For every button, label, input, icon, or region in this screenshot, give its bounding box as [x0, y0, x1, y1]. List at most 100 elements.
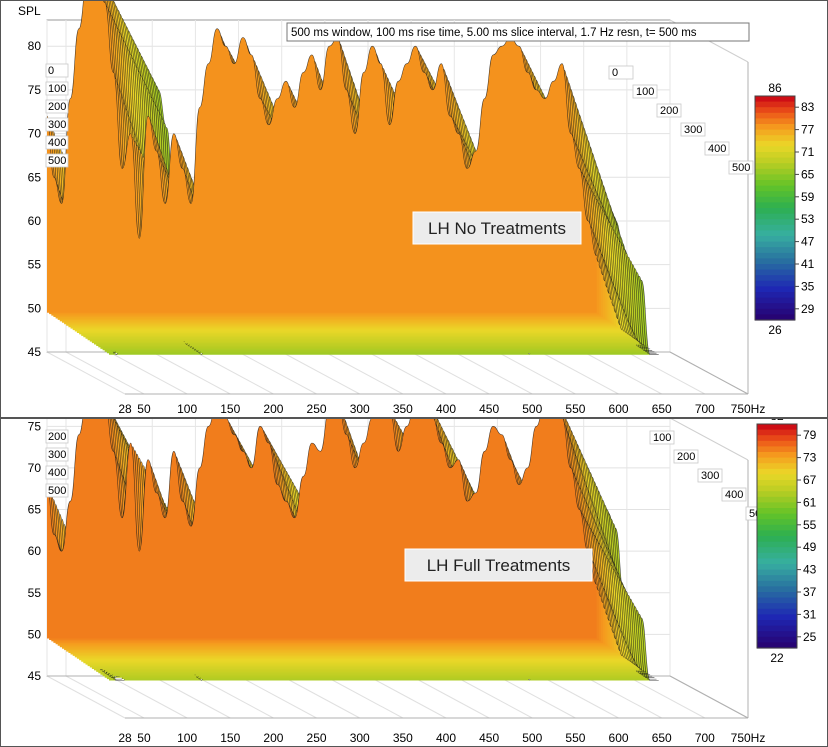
time-label-box: [45, 429, 69, 444]
colorbar-tick-label: 29: [801, 302, 815, 316]
y-tick-label: 45: [28, 345, 42, 359]
time-label-box: [608, 65, 634, 80]
annotation-box: LH Full Treatments: [404, 548, 593, 582]
x-tick-label: 600: [609, 731, 629, 745]
x-tick-label: 550: [565, 402, 585, 416]
colorbar-tick-label: 49: [803, 540, 817, 554]
colorbar-tick-label: 47: [801, 235, 815, 249]
time-label-box: [728, 160, 754, 175]
x-tick-label: 100: [177, 402, 197, 416]
annotation-box: LH No Treatments: [412, 211, 582, 245]
time-label-box: [45, 153, 69, 168]
colorbar-max-label: 86: [768, 81, 782, 95]
y-axis-label: SPL: [18, 4, 41, 18]
x-tick-label: 550: [565, 731, 585, 745]
time-label-left: 0: [48, 65, 54, 77]
x-tick-label: 350: [393, 731, 413, 745]
x-tick-label: 250: [307, 731, 327, 745]
time-label-box: [673, 449, 699, 464]
x-tick-label: 50: [137, 402, 151, 416]
waterfall-plot-top: 45 50 55 60 65 70 75 80 SPL 28 50 100 150 200 250 300 35…: [18, 0, 815, 416]
y-tick-label: 45: [28, 669, 42, 683]
y-tick-label: 75: [28, 83, 42, 97]
x-tick-label: 300: [350, 731, 370, 745]
x-axis: 28 50 100 150 200 250 300 350 400 450 500 550 600 650…: [118, 731, 765, 745]
x-tick-label: 300: [350, 402, 370, 416]
y-tick-label: 55: [28, 258, 42, 272]
time-label-left: 400: [48, 137, 66, 149]
time-label-right: 200: [660, 105, 678, 117]
time-label-left: 300: [48, 449, 66, 461]
time-label-right: 100: [653, 432, 671, 444]
time-label-box: [680, 122, 706, 137]
x-tick-label: 750Hz: [731, 402, 766, 416]
colorbar-tick-label: 77: [801, 123, 815, 137]
x-tick-label: 350: [393, 402, 413, 416]
waterfall-slice: [47, 418, 597, 639]
colorbar-tick-label: 41: [801, 257, 815, 271]
colorbar-tick-label: 61: [803, 495, 817, 509]
time-label-box: [45, 447, 69, 462]
colorbar-tick-label: 25: [803, 630, 817, 644]
y-tick-label: 55: [28, 586, 42, 600]
waterfall-chart-top: 45 50 55 60 65 70 75 80 SPL 28 50 100 150 200 250 300 35…: [0, 0, 828, 418]
x-tick-label: 600: [609, 402, 629, 416]
x-tick-label: 400: [436, 731, 456, 745]
waterfall-surface: [46, 418, 659, 681]
colorbar-tick-label: 83: [801, 100, 815, 114]
y-tick-label: 70: [28, 461, 42, 475]
waterfall-slice-contour: [46, 418, 597, 585]
colorbar-tick-label: 65: [801, 167, 815, 181]
waterfall-plot-bottom: 45 50 55 60 65 70 75 28 50 100 150 200 250 300 350 400 4…: [28, 418, 817, 745]
waterfall-slice-contour: [46, 0, 597, 257]
x-tick-label: 500: [522, 402, 542, 416]
x-tick-label: 150: [220, 402, 240, 416]
x-tick-label: 28: [118, 402, 132, 416]
x-tick-label: 650: [652, 731, 672, 745]
time-label-right: 300: [684, 124, 702, 136]
time-label-box: [45, 483, 69, 498]
colorbar-tick-label: 53: [801, 212, 815, 226]
info-text: 500 ms window, 100 ms rise time, 5.00 ms…: [291, 27, 697, 39]
colorbar-tick-label: 37: [803, 585, 817, 599]
colorbar-tick-label: 31: [803, 607, 817, 621]
time-label-left: 200: [48, 431, 66, 443]
time-label-left: 300: [48, 119, 66, 131]
x-tick-label: 650: [652, 402, 672, 416]
time-label-box: [45, 81, 69, 96]
time-label-left: 200: [48, 101, 66, 113]
x-tick-label: 50: [137, 731, 151, 745]
colorbar-tick-label: 35: [801, 279, 815, 293]
colorbar-min-label: 26: [768, 323, 782, 337]
x-tick-label: 100: [177, 731, 197, 745]
colorbar-tick-label: 59: [801, 190, 815, 204]
x-tick-label: 500: [522, 731, 542, 745]
colorbar-tick-label: 67: [803, 473, 817, 487]
time-label-right: 200: [677, 451, 695, 463]
x-axis: 28 50 100 150 200 250 300 350 400 450 500 550 600 650…: [118, 402, 765, 416]
y-axis: 45 50 55 60 65 70 75: [28, 419, 42, 683]
colorbar-tick-label: 79: [803, 428, 817, 442]
x-tick-label: 200: [263, 402, 283, 416]
y-tick-label: 80: [28, 39, 42, 53]
time-label-box: [656, 103, 682, 118]
time-label-box: [721, 487, 747, 502]
x-tick-label: 700: [695, 402, 715, 416]
colorbar-tick-label: 55: [803, 518, 817, 532]
time-label-left: 500: [48, 155, 66, 167]
colorbar: 86 26 83 77 71 65 59 53 47 41 35 29: [754, 81, 815, 337]
time-label-box: [697, 468, 723, 483]
waterfall-chart-bottom: 45 50 55 60 65 70 75 28 50 100 150 200 250 300 350 400 4…: [0, 418, 828, 747]
time-label-box: [45, 117, 69, 132]
annotation-text: LH Full Treatments: [427, 556, 571, 575]
colorbar: 82 22 79 73 67 61 55 49 43 37 31 25: [756, 418, 817, 665]
time-label-right: 0: [612, 67, 618, 79]
x-tick-label: 200: [263, 731, 283, 745]
time-label-left: 100: [48, 83, 66, 95]
time-label-right: 400: [708, 143, 726, 155]
y-tick-label: 70: [28, 127, 42, 141]
x-tick-label: 450: [479, 731, 499, 745]
time-label-box: [704, 141, 730, 156]
time-label-right: 300: [701, 470, 719, 482]
y-tick-label: 50: [28, 301, 42, 315]
